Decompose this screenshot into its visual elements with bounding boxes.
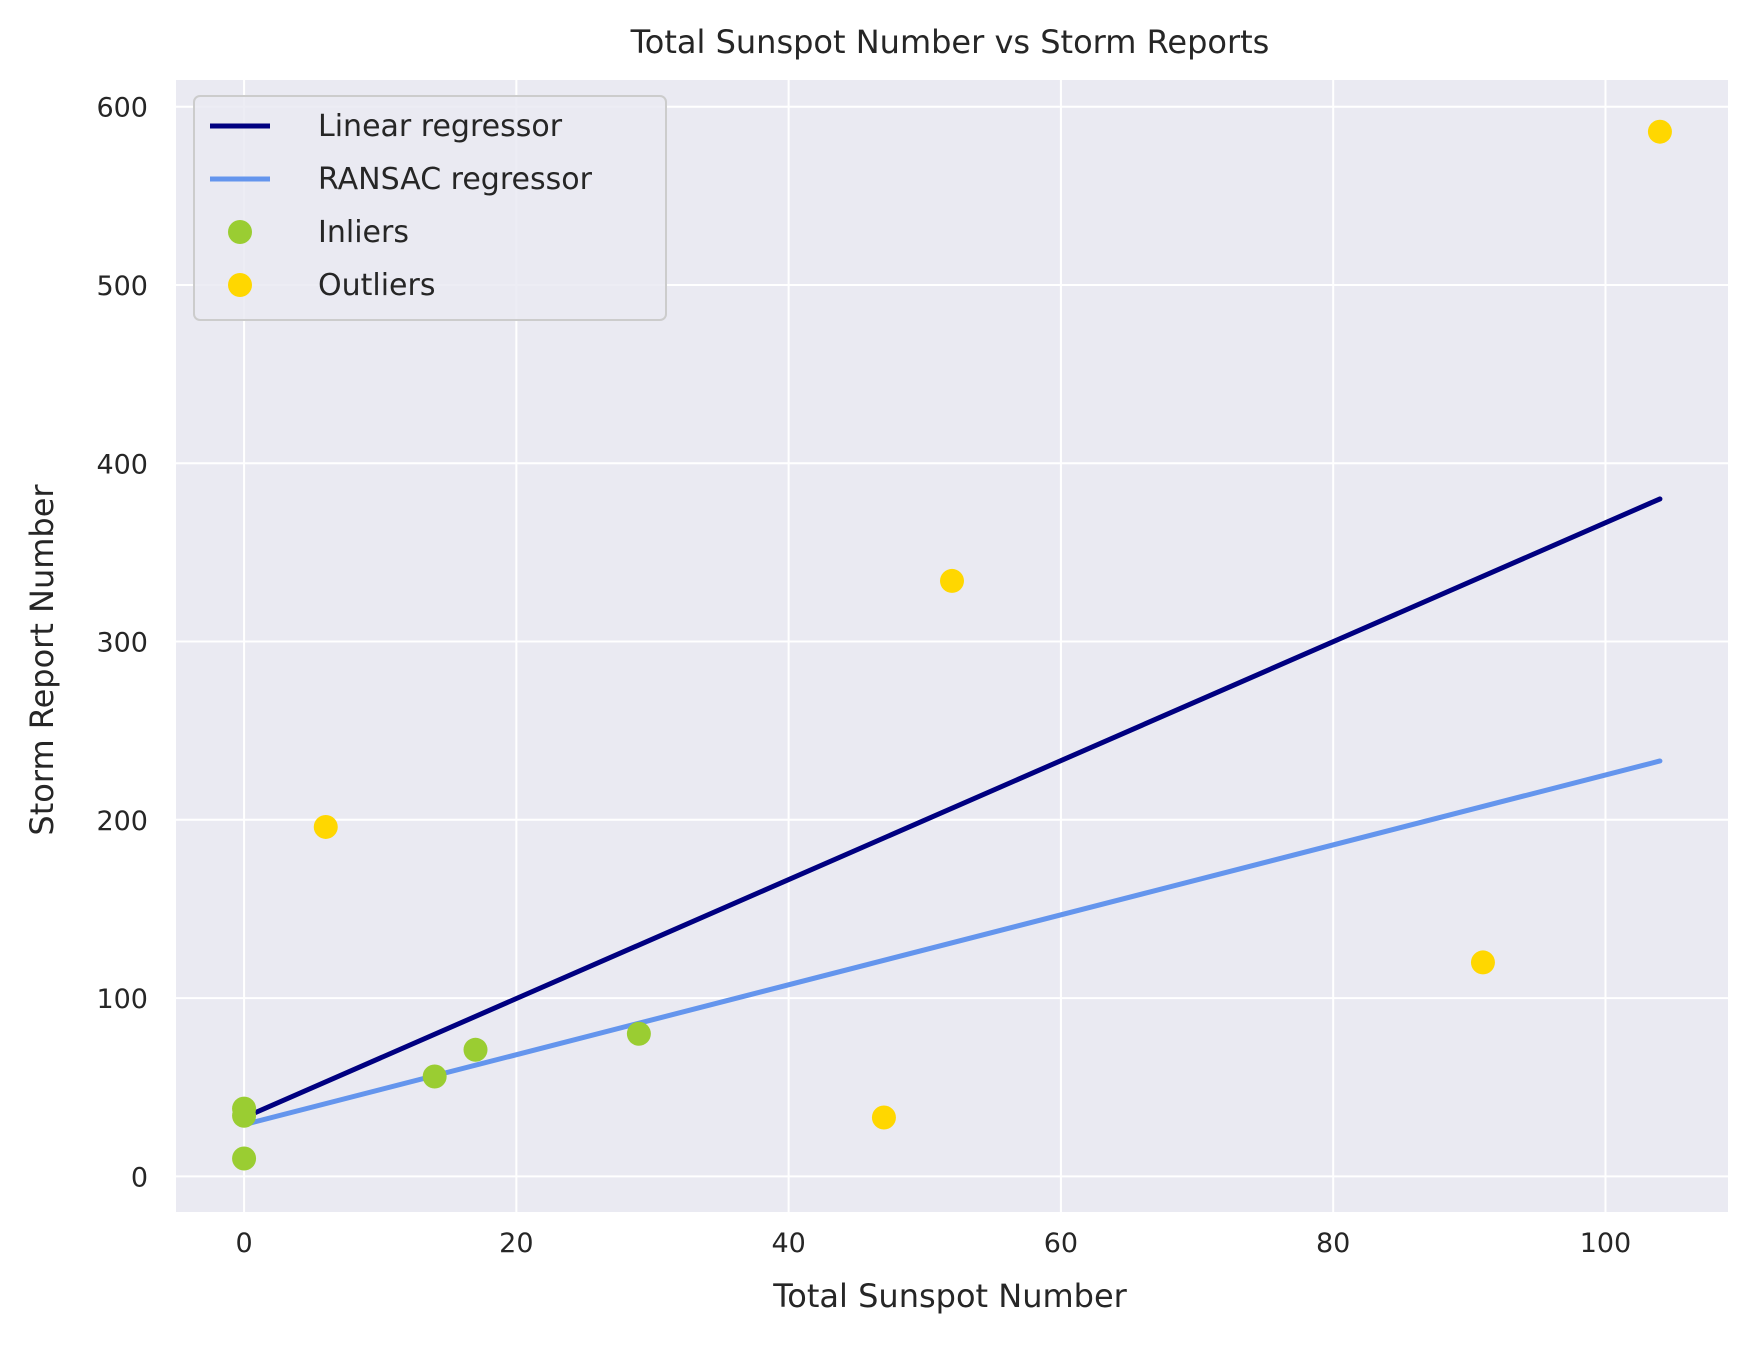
y-tick-label: 500 [96, 271, 148, 302]
legend-label: Inliers [318, 215, 409, 250]
legend-label: RANSAC regressor [318, 162, 593, 197]
x-tick-label: 100 [1580, 1228, 1632, 1259]
series-line [241, 758, 1663, 1128]
chart-title: Total Sunspot Number vs Storm Reports [630, 23, 1270, 61]
legend-marker-swatch [228, 273, 252, 297]
scatter-point [1470, 950, 1495, 975]
legend-box [193, 95, 667, 321]
legend: Linear regressor RANSAC regressor Inliers O… [193, 95, 667, 321]
scatter-point [940, 568, 964, 593]
y-tick-label: 600 [96, 93, 148, 124]
scatter-point [313, 814, 338, 839]
legend-label: Outliers [318, 268, 435, 303]
scatter-point [626, 1021, 651, 1046]
x-tick-label: 60 [1044, 1228, 1078, 1259]
series-layer [232, 119, 1672, 1171]
series-line [241, 496, 1663, 1121]
scatter-point [871, 1105, 896, 1130]
scatter-point [232, 1146, 257, 1171]
tick-labels: 0 20 40 60 80 100 0 100 200 300 400 500 600 [96, 93, 1631, 1259]
x-tick-label: 20 [499, 1228, 533, 1259]
y-tick-label: 200 [96, 806, 148, 837]
y-tick-label: 400 [96, 449, 148, 480]
x-tick-label: 0 [235, 1228, 252, 1259]
x-tick-label: 40 [771, 1228, 805, 1259]
scatter-point [463, 1037, 488, 1062]
y-axis-label: Storm Report Number [23, 484, 61, 836]
grid [176, 80, 1728, 1212]
y-tick-label: 0 [131, 1162, 148, 1193]
y-tick-label: 300 [96, 628, 148, 659]
scatter-point [1647, 119, 1672, 144]
legend-label: Linear regressor [318, 109, 563, 144]
scatter-point [422, 1064, 447, 1089]
y-tick-label: 100 [96, 984, 148, 1015]
legend-marker-swatch [228, 220, 252, 244]
x-tick-label: 80 [1316, 1228, 1350, 1259]
scatter-point [232, 1103, 257, 1128]
x-axis-label: Total Sunspot Number [772, 1277, 1127, 1315]
